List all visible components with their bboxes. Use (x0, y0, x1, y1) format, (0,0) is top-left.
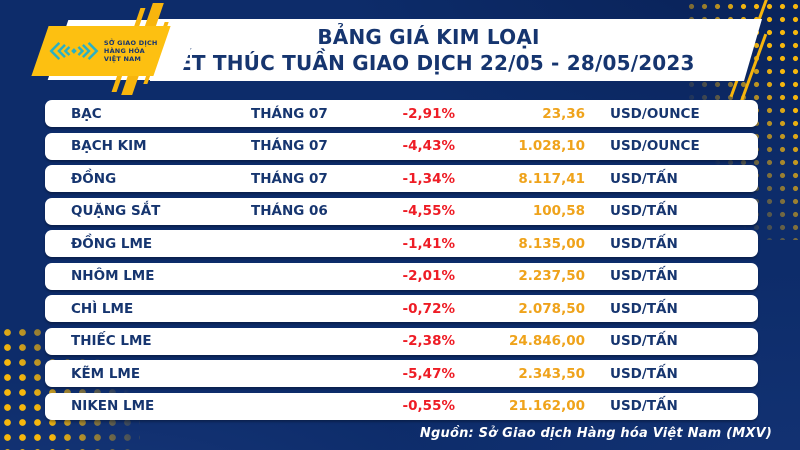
price-unit: USD/TẤN (610, 170, 678, 187)
logo-org-line: HÀNG HÓA (104, 46, 145, 55)
metal-name: THIẾC LME (71, 333, 152, 349)
logo-org-line: VIỆT NAM (104, 55, 142, 64)
table-row: THIẾC LME -2,38% 24.846,00 USD/TẤN (45, 327, 758, 355)
title-banner: BẢNG GIÁ KIM LOẠI KẾT THÚC TUẦN GIAO DỊC… (150, 19, 762, 81)
closing-price: 21.162,00 (508, 398, 585, 414)
weekly-change-percent: -1,41% (402, 235, 455, 252)
table-row: ĐỒNG LME -1,41% 8.135,00 USD/TẤN (45, 230, 758, 257)
closing-price: 100,58 (532, 203, 585, 219)
price-unit: USD/TẤN (610, 203, 678, 219)
table-row: NIKEN LME -0,55% 21.162,00 USD/TẤN (45, 392, 758, 420)
metal-name: QUẶNG SẮT (71, 203, 161, 219)
contract-month: THÁNG 06 (251, 203, 328, 219)
weekly-change-percent: -4,43% (402, 138, 455, 154)
table-row: CHÌ LME -0,72% 2.078,50 USD/TẤN (45, 295, 758, 322)
price-unit: USD/TẤN (610, 300, 678, 317)
closing-price: 1.028,10 (518, 138, 585, 154)
closing-price: 23,36 (542, 105, 585, 122)
closing-price: 2.237,50 (518, 268, 585, 284)
closing-price: 24.846,00 (508, 333, 585, 349)
weekly-change-percent: -0,72% (402, 300, 455, 317)
metal-name: KẼM LME (71, 365, 141, 382)
price-table: BẠC THÁNG 07 -2,91% 23,36 USD/OUNCE BẠCH… (45, 100, 758, 420)
weekly-change-percent: -1,34% (402, 170, 455, 187)
weekly-change-percent: -2,91% (402, 105, 455, 122)
metal-name: CHÌ LME (71, 300, 134, 317)
table-row: KẼM LME -5,47% 2.343,50 USD/TẤN (45, 360, 758, 387)
weekly-change-percent: -0,55% (402, 398, 455, 414)
closing-price: 2.078,50 (518, 300, 585, 317)
weekly-change-percent: -4,55% (402, 203, 455, 219)
table-row: ĐỒNG THÁNG 07 -1,34% 8.117,41 USD/TẤN (45, 165, 758, 192)
price-unit: USD/TẤN (610, 268, 678, 284)
table-row: NHÔM LME -2,01% 2.237,50 USD/TẤN (45, 262, 758, 290)
price-unit: USD/OUNCE (610, 105, 700, 122)
table-row: QUẶNG SẮT THÁNG 06 -4,55% 100,58 USD/TẤN (45, 197, 758, 225)
metal-name: ĐỒNG LME (71, 235, 153, 252)
mxv-logo: SỞ GIAO DỊCH HÀNG HÓA VIỆT NAM (31, 26, 171, 76)
page-title: BẢNG GIÁ KIM LOẠI (317, 24, 540, 49)
weekly-change-percent: -2,01% (402, 268, 455, 284)
page-subtitle: KẾT THÚC TUẦN GIAO DỊCH 22/05 - 28/05/20… (162, 51, 695, 75)
metal-name: NIKEN LME (71, 398, 155, 414)
closing-price: 8.135,00 (518, 235, 585, 252)
logo-org-line: SỞ GIAO DỊCH (104, 38, 158, 47)
price-unit: USD/TẤN (610, 333, 678, 349)
price-unit: USD/TẤN (610, 398, 678, 414)
metal-name: BẠC (71, 105, 102, 122)
weekly-change-percent: -5,47% (402, 365, 455, 382)
contract-month: THÁNG 07 (251, 105, 328, 122)
price-unit: USD/OUNCE (610, 138, 700, 154)
logo-org-name: SỞ GIAO DỊCH HÀNG HÓA VIỆT NAM (104, 39, 158, 63)
weekly-change-percent: -2,38% (402, 333, 455, 349)
table-row: BẠC THÁNG 07 -2,91% 23,36 USD/OUNCE (45, 100, 758, 127)
metal-name: BẠCH KIM (71, 138, 147, 154)
contract-month: THÁNG 07 (251, 138, 328, 154)
metal-name: ĐỒNG (71, 170, 117, 187)
contract-month: THÁNG 07 (251, 170, 328, 187)
table-row: BẠCH KIM THÁNG 07 -4,43% 1.028,10 USD/OU… (45, 132, 758, 160)
mxv-chevron-icon (49, 42, 99, 60)
closing-price: 2.343,50 (518, 365, 585, 382)
price-unit: USD/TẤN (610, 235, 678, 252)
metal-name: NHÔM LME (71, 268, 155, 284)
source-note: Nguồn: Sở Giao dịch Hàng hóa Việt Nam (M… (419, 426, 772, 441)
closing-price: 8.117,41 (518, 170, 585, 187)
price-unit: USD/TẤN (610, 365, 678, 382)
